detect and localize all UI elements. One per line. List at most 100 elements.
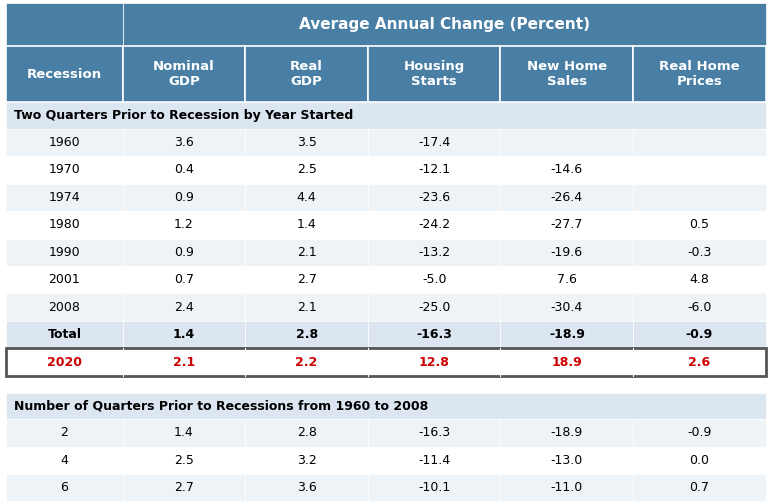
Text: 2.5: 2.5 (296, 163, 317, 176)
Text: Recession: Recession (27, 68, 102, 81)
Text: 2.1: 2.1 (296, 246, 317, 259)
Text: -17.4: -17.4 (418, 136, 450, 149)
Text: 4: 4 (60, 454, 69, 467)
Bar (633, 156, 766, 183)
Text: 1.4: 1.4 (296, 218, 317, 231)
Text: 0.9: 0.9 (174, 246, 194, 259)
Text: 1980: 1980 (49, 218, 80, 231)
Bar (6, 211, 123, 238)
Bar (500, 266, 633, 293)
Bar (500, 129, 633, 156)
Bar (633, 321, 766, 348)
Bar (123, 238, 245, 266)
Text: -25.0: -25.0 (418, 301, 450, 313)
Bar (633, 419, 766, 447)
Text: 2: 2 (60, 426, 69, 439)
Bar (123, 293, 245, 321)
Bar (123, 183, 245, 211)
Bar (367, 211, 500, 238)
Bar (367, 183, 500, 211)
Bar (6, 266, 123, 293)
Text: Number of Quarters Prior to Recessions from 1960 to 2008: Number of Quarters Prior to Recessions f… (14, 399, 428, 412)
Text: Two Quarters Prior to Recession by Year Started: Two Quarters Prior to Recession by Year … (14, 109, 353, 122)
Bar (500, 46, 633, 102)
Text: 2.7: 2.7 (174, 481, 194, 494)
Bar (367, 156, 500, 183)
Bar (6, 447, 123, 474)
Bar (367, 266, 500, 293)
Bar (123, 474, 245, 501)
Text: -6.0: -6.0 (687, 301, 712, 313)
Bar (6, 46, 123, 102)
Text: Total: Total (48, 328, 82, 341)
Bar (245, 46, 367, 102)
Bar (245, 419, 367, 447)
Bar (367, 129, 500, 156)
Bar (6, 419, 123, 447)
Text: 2.8: 2.8 (296, 328, 317, 341)
Text: New Home
Sales: New Home Sales (527, 60, 607, 88)
Bar (6, 3, 123, 46)
Bar (633, 293, 766, 321)
Bar (367, 419, 500, 447)
Text: 2.6: 2.6 (689, 356, 710, 369)
Text: 3.2: 3.2 (296, 454, 317, 467)
Bar (245, 183, 367, 211)
Text: Nominal
GDP: Nominal GDP (153, 60, 215, 88)
Text: 2.7: 2.7 (296, 273, 317, 286)
Text: 0.7: 0.7 (174, 273, 194, 286)
Text: 2.8: 2.8 (296, 426, 317, 439)
Bar (367, 293, 500, 321)
Text: Housing
Starts: Housing Starts (404, 60, 465, 88)
Text: -14.6: -14.6 (550, 163, 583, 176)
Text: -16.3: -16.3 (416, 328, 452, 341)
Text: 1990: 1990 (49, 246, 80, 259)
Text: -19.6: -19.6 (550, 246, 583, 259)
Text: 2020: 2020 (47, 356, 82, 369)
Text: 1974: 1974 (49, 191, 80, 204)
Bar (500, 238, 633, 266)
Text: -5.0: -5.0 (422, 273, 446, 286)
Bar (123, 129, 245, 156)
Bar (367, 238, 500, 266)
Text: 2.4: 2.4 (174, 301, 194, 313)
Bar (367, 46, 500, 102)
Bar (6, 183, 123, 211)
Text: 1970: 1970 (49, 163, 80, 176)
Bar (123, 46, 245, 102)
Bar (123, 321, 245, 348)
Bar (123, 3, 766, 46)
Bar (633, 266, 766, 293)
Text: -11.4: -11.4 (418, 454, 450, 467)
Text: Real Home
Prices: Real Home Prices (659, 60, 740, 88)
Text: 3.6: 3.6 (174, 136, 194, 149)
Text: -16.3: -16.3 (418, 426, 450, 439)
Text: Real
GDP: Real GDP (290, 60, 323, 88)
Bar (123, 447, 245, 474)
Text: 0.5: 0.5 (689, 218, 709, 231)
Text: 0.7: 0.7 (689, 481, 709, 494)
Text: -0.9: -0.9 (686, 328, 713, 341)
Bar (500, 293, 633, 321)
Text: 3.6: 3.6 (296, 481, 317, 494)
Text: 1.2: 1.2 (174, 218, 194, 231)
Text: 0.9: 0.9 (174, 191, 194, 204)
Text: -30.4: -30.4 (550, 301, 583, 313)
Bar (500, 156, 633, 183)
Bar (123, 211, 245, 238)
Bar (245, 211, 367, 238)
Bar (6, 321, 123, 348)
Text: 1.4: 1.4 (173, 328, 195, 341)
Text: 4.4: 4.4 (296, 191, 317, 204)
Bar (633, 474, 766, 501)
Text: 1.4: 1.4 (174, 426, 194, 439)
Text: 1960: 1960 (49, 136, 80, 149)
Bar (500, 321, 633, 348)
Text: 7.6: 7.6 (557, 273, 577, 286)
Bar (245, 266, 367, 293)
Text: -18.9: -18.9 (549, 328, 584, 341)
Bar (633, 46, 766, 102)
Bar (500, 474, 633, 501)
Bar (6, 376, 766, 393)
Bar (123, 266, 245, 293)
